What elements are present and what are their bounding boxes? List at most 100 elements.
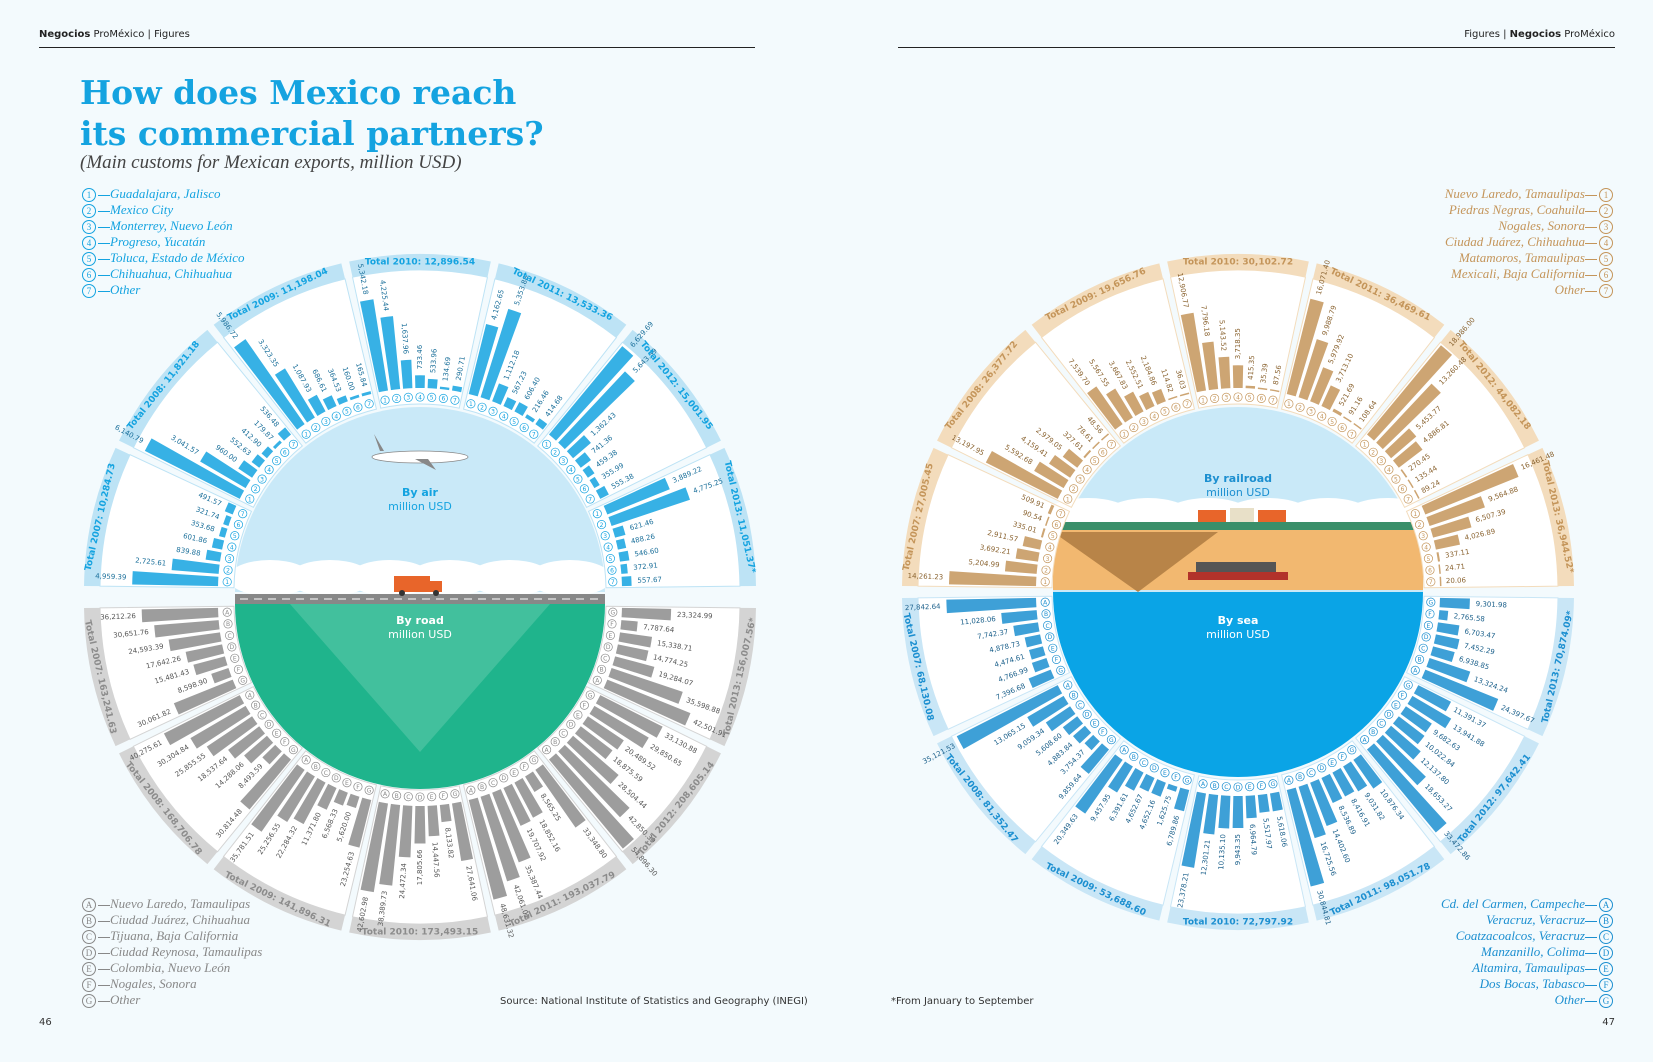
category-marker: [1360, 735, 1370, 745]
category-label: 4: [1236, 394, 1240, 401]
legend-item: Cd. del Carmen, Campeche A: [1441, 896, 1615, 912]
bar-by-sea-2009-C: [1124, 768, 1144, 791]
bar-by-road-2012-C: [566, 735, 619, 784]
category-label: E: [1394, 702, 1398, 709]
bar-by-railroad-2011-6: [1343, 416, 1352, 423]
bar-by-road-2012-A: [548, 753, 634, 849]
bar-value-label: 8,133.82: [443, 827, 455, 859]
bar-by-road-2008-E: [244, 735, 274, 764]
legend-label: Mexicali, Baja California: [1451, 266, 1585, 281]
legend-item: Mexicali, Baja California 6: [1445, 266, 1615, 282]
legend-item: F Nogales, Sonora: [80, 976, 262, 992]
category-marker: [1056, 665, 1066, 675]
category-label: 7: [367, 401, 371, 408]
bar-by-road-2007-A: [141, 607, 219, 623]
category-label: 6: [1259, 396, 1263, 403]
category-label: B: [480, 784, 484, 791]
category-label: B: [1132, 754, 1136, 761]
legend-item: 6 Chihuahua, Chihuahua: [80, 266, 245, 282]
total-band: [349, 253, 491, 278]
category-marker: [288, 439, 298, 449]
category-label: 6: [356, 405, 360, 412]
category-marker: [488, 406, 498, 416]
legend-label: Nogales, Sonora: [1498, 218, 1585, 233]
category-label: 2: [480, 405, 484, 412]
category-marker: [1063, 680, 1073, 690]
bar-by-railroad-2011-2: [1298, 339, 1329, 401]
rail-track: [1053, 522, 1423, 530]
category-marker: [1327, 757, 1337, 768]
bar-by-road-2011-G: [535, 764, 586, 828]
category-marker: [223, 619, 233, 629]
category-label: 4: [1085, 467, 1089, 474]
category-marker: [1198, 395, 1208, 405]
rail-mode-label: By railroad: [1204, 472, 1272, 485]
bar-by-railroad-2013-4: [1433, 534, 1461, 550]
category-marker: [579, 700, 589, 710]
legend-label: Chihuahua, Chihuahua: [110, 266, 233, 281]
legend-item: D Ciudad Reynosa, Tamaulipas: [80, 944, 262, 960]
legend-item: 7 Other: [80, 282, 245, 298]
bar-value-label: 6,964.79: [1248, 824, 1258, 856]
category-label: B: [600, 667, 604, 674]
category-marker: [1268, 779, 1278, 789]
cloud: [228, 560, 312, 596]
category-label: A: [304, 757, 309, 764]
category-label: 4: [1048, 544, 1052, 551]
category-label: 5: [275, 458, 279, 465]
category-label: G: [367, 787, 372, 794]
legend-symbol: C: [1599, 930, 1613, 944]
category-label: E: [1051, 646, 1055, 653]
category-marker: [1160, 768, 1170, 778]
category-label: 6: [582, 486, 586, 493]
legend-leader: [98, 210, 110, 212]
category-marker: [1425, 609, 1435, 619]
legend-symbol: F: [1599, 978, 1613, 992]
bar-by-railroad-2009-4: [1139, 391, 1155, 411]
total-band: [1440, 736, 1539, 855]
bar-by-sea-2011-E: [1332, 768, 1355, 797]
category-marker: [392, 393, 402, 403]
category-marker: [592, 509, 602, 519]
category-label: 2: [395, 396, 399, 403]
category-label: C: [491, 780, 495, 787]
rail-chart: 14,261.2315,204.9923,692.2132,911.574335…: [902, 254, 1575, 589]
total-band: [1527, 597, 1574, 737]
bar-value-label: 2,765.58: [1453, 612, 1485, 623]
bar-by-air-2007-5: [218, 526, 228, 538]
total-band: [84, 607, 131, 747]
bar-by-sea-2011-G: [1353, 754, 1383, 789]
bar-value-label: 7,787.64: [643, 623, 675, 634]
bar-by-railroad-2011-5: [1332, 408, 1343, 416]
bar-by-railroad-2012-7: [1413, 489, 1420, 499]
legend-symbol: A: [82, 898, 96, 912]
bar-by-sea-2013-F: [1438, 610, 1449, 621]
category-marker: [1221, 782, 1231, 792]
category-marker: [1098, 727, 1108, 737]
category-label: 3: [1421, 533, 1425, 540]
category-label: 1: [1066, 496, 1070, 503]
bar-value-label: 4,959.39: [95, 572, 126, 581]
category-label: G: [1406, 682, 1411, 689]
bar-value-label: 24.71: [1445, 563, 1466, 573]
bar-by-road-2013-C: [612, 656, 655, 678]
category-marker: [1106, 735, 1116, 745]
category-marker: [1139, 416, 1149, 427]
category-label: 2: [1298, 405, 1302, 412]
bar-value-label: 372.91: [633, 561, 658, 571]
category-label: A: [248, 692, 253, 699]
bar-by-air-2008-5: [261, 446, 274, 459]
category-label: 6: [1340, 425, 1344, 432]
bar-value-label: 35.39: [1259, 363, 1269, 384]
category-label: 4: [418, 394, 422, 401]
category-label: D: [334, 775, 339, 782]
bar-by-air-2011-5: [514, 402, 528, 416]
bar-by-air-2008-1: [144, 438, 245, 499]
category-label: 3: [491, 409, 495, 416]
bar-by-air-2008-2: [200, 451, 251, 489]
category-label: 4: [230, 544, 234, 551]
category-marker: [311, 761, 321, 772]
year-wedge: [1405, 453, 1559, 589]
category-label: 5: [233, 533, 237, 540]
legend-label: Guadalajara, Jalisco: [110, 186, 221, 201]
